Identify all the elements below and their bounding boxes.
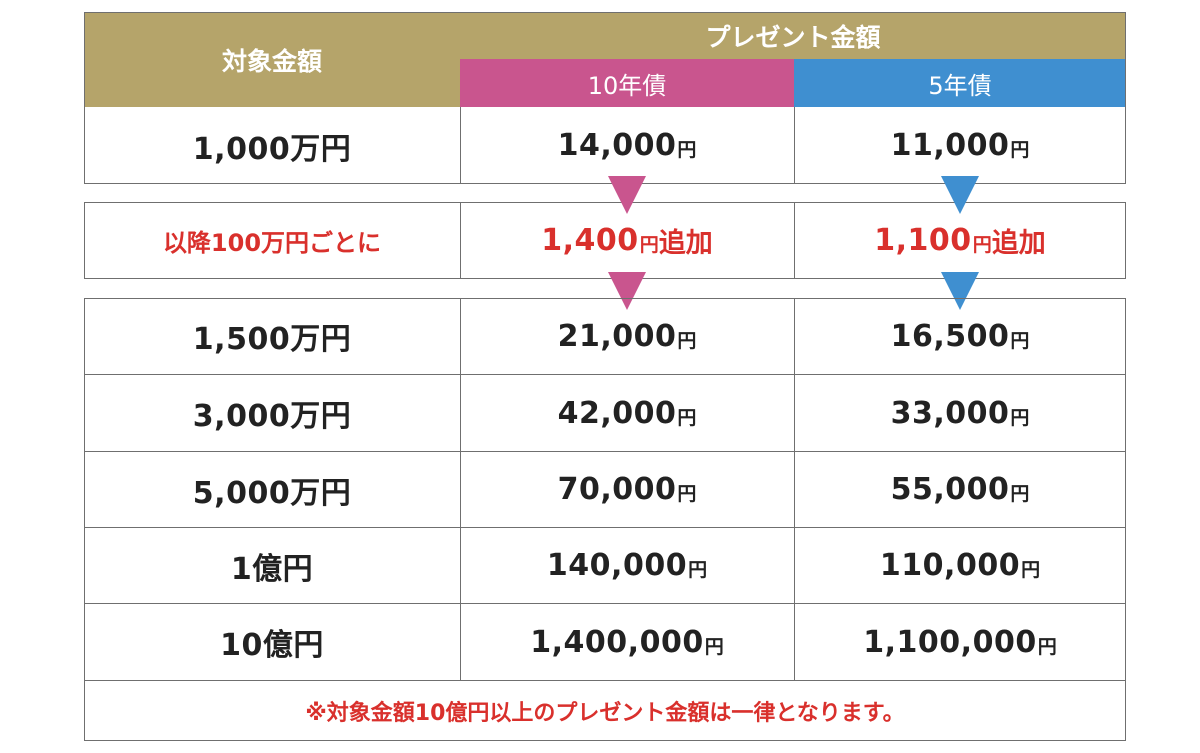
- header-target-amount-label: 対象金額: [221, 46, 322, 76]
- increment-row-five-year: 1,100 円追加: [794, 202, 1126, 279]
- increment-row-label-text: 以降100万円ごとに: [162, 229, 382, 257]
- header-ten-year: 10年債: [460, 59, 794, 107]
- first-row-target-text: 1,000万円: [192, 131, 352, 167]
- increment-ten-year-unit: 円: [639, 234, 659, 256]
- row-divider-2: [84, 451, 1126, 452]
- table-row-ten-year: 140,000 円: [460, 528, 794, 603]
- increment-five-year-unit: 円: [972, 234, 992, 256]
- table-row-target: 10億円: [84, 604, 460, 680]
- row-2-five-year-value: 55,000: [890, 472, 1010, 507]
- table-row-five-year: 110,000 円: [794, 528, 1126, 603]
- first-row-divider-2: [794, 107, 795, 184]
- increment-ten-year-suffix: 追加: [658, 228, 713, 259]
- increment-row-ten-year: 1,400 円追加: [460, 202, 794, 279]
- row-0-five-year-unit: 円: [1010, 329, 1030, 352]
- header-present-amount: プレゼント金額: [460, 12, 1126, 59]
- row-2-ten-year-value: 70,000: [557, 472, 677, 507]
- row-2-ten-year-unit: 円: [677, 483, 697, 505]
- row-4-target-text: 10億円: [220, 628, 324, 663]
- five-year-down-arrow-icon: [941, 176, 979, 214]
- first-row-five-year-unit: 円: [1010, 139, 1030, 161]
- row-0-ten-year-unit: 円: [677, 329, 697, 352]
- row-divider-1: [84, 374, 1126, 375]
- table-row-five-year: 16,500 円: [794, 298, 1126, 374]
- first-row-ten-year-unit: 円: [677, 139, 697, 161]
- increment-row-box: [84, 202, 1126, 279]
- ten-year-down-arrow-lower-icon: [608, 272, 646, 310]
- table-row-ten-year: 1,400,000 円: [460, 604, 794, 680]
- row-3-target-text: 1億円: [230, 551, 314, 587]
- row-4-ten-year-value: 1,400,000: [530, 624, 704, 660]
- row-1-target-text: 3,000万円: [192, 399, 352, 434]
- row-divider-5: [84, 680, 1126, 681]
- main-divider-col-1: [460, 298, 461, 680]
- first-row-ten-year-value: 14,000: [557, 128, 677, 163]
- table-row-five-year: 1,100,000 円: [794, 604, 1126, 680]
- header-present-amount-label: プレゼント金額: [705, 22, 881, 52]
- row-1-ten-year-unit: 円: [677, 406, 697, 429]
- row-1-five-year-value: 33,000: [890, 395, 1010, 431]
- increment-row-divider-2: [794, 202, 795, 279]
- row-divider-4: [84, 603, 1126, 604]
- table-row-ten-year: 21,000 円: [460, 298, 794, 374]
- row-4-five-year-unit: 円: [1037, 635, 1057, 658]
- footnote-text: ※対象金額10億円以上のプレゼント金額は一律となります。: [305, 701, 905, 726]
- first-row-box: [84, 107, 1126, 184]
- row-0-ten-year-value: 21,000: [557, 318, 677, 354]
- row-3-ten-year-value: 140,000: [546, 548, 688, 583]
- table-row-five-year: 33,000 円: [794, 375, 1126, 451]
- table-row-five-year: 55,000 円: [794, 452, 1126, 527]
- table-row-target: 1,500万円: [84, 298, 460, 374]
- row-3-five-year-value: 110,000: [879, 548, 1021, 583]
- table-row-target: 3,000万円: [84, 375, 460, 451]
- row-divider-3: [84, 527, 1126, 528]
- row-2-target-text: 5,000万円: [192, 475, 352, 511]
- header-five-year-label: 5年債: [928, 71, 992, 100]
- row-1-five-year-unit: 円: [1010, 406, 1030, 429]
- increment-five-year-value: 1,100: [874, 223, 972, 258]
- header-outline-top: [84, 12, 1126, 13]
- row-3-five-year-unit: 円: [1021, 559, 1041, 581]
- header-outline-left: [84, 12, 85, 107]
- header-ten-year-label: 10年債: [587, 71, 667, 100]
- header-outline-right: [1125, 12, 1126, 107]
- first-row-target: 1,000万円: [84, 107, 460, 184]
- header-target-amount: 対象金額: [84, 12, 460, 107]
- table-row-target: 1億円: [84, 528, 460, 603]
- table-row-target: 5,000万円: [84, 452, 460, 527]
- first-row-ten-year: 14,000 円: [460, 107, 794, 184]
- five-year-down-arrow-lower-icon: [941, 272, 979, 310]
- increment-ten-year-value: 1,400: [541, 223, 639, 258]
- main-rows-box: [84, 298, 1126, 741]
- row-0-five-year-value: 16,500: [890, 318, 1010, 354]
- table-row-ten-year: 70,000 円: [460, 452, 794, 527]
- footnote: ※対象金額10億円以上のプレゼント金額は一律となります。: [84, 681, 1126, 741]
- row-0-target-text: 1,500万円: [192, 322, 352, 357]
- main-divider-col-2: [794, 298, 795, 680]
- row-1-ten-year-value: 42,000: [557, 395, 677, 431]
- ten-year-down-arrow-icon: [608, 176, 646, 214]
- first-row-five-year-value: 11,000: [890, 128, 1010, 163]
- header-five-year: 5年債: [794, 59, 1126, 107]
- increment-five-year-suffix: 追加: [991, 228, 1046, 259]
- row-4-ten-year-unit: 円: [704, 635, 724, 658]
- increment-row-label: 以降100万円ごとに: [84, 202, 460, 279]
- row-3-ten-year-unit: 円: [688, 559, 708, 581]
- row-2-five-year-unit: 円: [1010, 483, 1030, 505]
- row-4-five-year-value: 1,100,000: [863, 624, 1037, 660]
- first-row-divider-1: [460, 107, 461, 184]
- increment-row-divider-1: [460, 202, 461, 279]
- table-row-ten-year: 42,000 円: [460, 375, 794, 451]
- first-row-five-year: 11,000 円: [794, 107, 1126, 184]
